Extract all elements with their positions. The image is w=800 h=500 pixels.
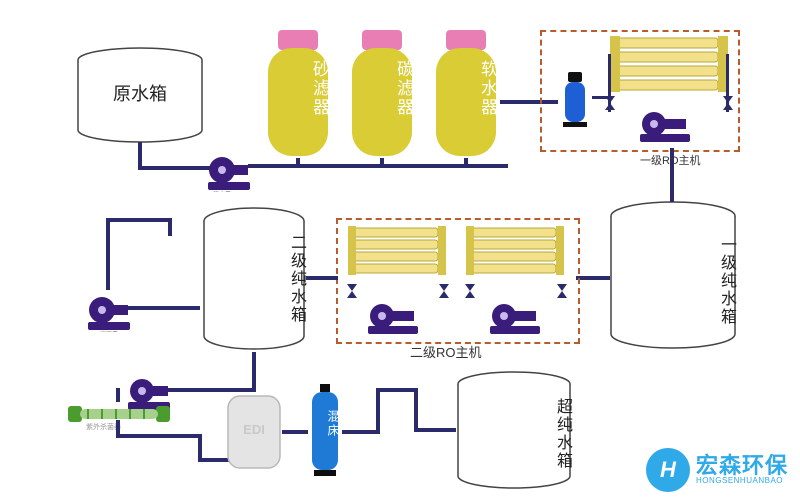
pipe xyxy=(414,388,418,430)
edi-label: EDI xyxy=(226,422,282,437)
pump-icon xyxy=(368,300,418,341)
security-filter xyxy=(560,72,590,133)
pipe xyxy=(376,388,416,392)
ro-stage2-label: 二级RO主机 xyxy=(410,342,482,361)
filter-carbon-label: 碳滤器 xyxy=(348,60,416,117)
pipe xyxy=(166,388,256,392)
svg-text:原水泵: 原水泵 xyxy=(213,190,231,192)
mixed-bed-label: 混床 xyxy=(308,410,342,438)
pipe xyxy=(106,220,110,290)
brand-logo-en: HONGSENHUANBAO xyxy=(696,477,788,485)
pipe xyxy=(106,218,170,222)
tank-ultrapure-label: 超纯水箱 xyxy=(454,398,574,470)
filter-sand-label: 砂滤器 xyxy=(264,60,332,117)
pipe xyxy=(342,430,378,434)
pump-icon: 原水泵 xyxy=(208,148,250,197)
pipe xyxy=(168,218,172,236)
edi-unit: EDI xyxy=(226,394,282,470)
brand-logo-text: 宏森环保 HONGSENHUANBAO xyxy=(696,455,788,485)
pipe xyxy=(198,434,202,460)
pipe xyxy=(306,276,338,280)
pipe xyxy=(414,428,456,432)
tank-stage1-pure-label: 一级纯水箱 xyxy=(608,236,738,326)
ro-stage2-membranes-b xyxy=(466,226,566,287)
pipe xyxy=(138,142,142,168)
pipe xyxy=(282,430,308,434)
valve-icon xyxy=(722,96,734,115)
brand-logo-cn: 宏森环保 xyxy=(696,455,788,477)
brand-logo: H 宏森环保 HONGSENHUANBAO xyxy=(646,448,788,492)
valve-icon xyxy=(464,284,476,303)
valve-icon xyxy=(604,96,616,115)
ro-stage1-membranes xyxy=(610,36,730,109)
svg-text:高压泵: 高压泵 xyxy=(100,330,118,332)
tank-ultrapure: 超纯水箱 xyxy=(454,370,574,490)
tank-stage2-pure: 二级纯水箱 xyxy=(200,206,308,352)
tank-raw-water-label: 原水箱 xyxy=(74,80,206,106)
pipe xyxy=(252,352,256,390)
filter-carbon: 碳滤器 xyxy=(348,30,416,162)
pump-icon: 高压泵 xyxy=(88,288,130,337)
valve-icon xyxy=(346,284,358,303)
pipe xyxy=(376,388,380,434)
filter-soft: 软水器 xyxy=(432,30,500,162)
mixed-bed: 混床 xyxy=(308,384,342,478)
pipe xyxy=(138,166,212,170)
ro-stage2-membranes-a xyxy=(348,226,448,287)
pipe xyxy=(670,148,674,202)
tank-raw-water: 原水箱 xyxy=(74,46,206,144)
filter-sand: 砂滤器 xyxy=(264,30,332,162)
valve-icon xyxy=(556,284,568,303)
filter-soft-label: 软水器 xyxy=(432,60,500,117)
pipe xyxy=(116,434,200,438)
pipe xyxy=(116,388,120,402)
tank-stage1-pure: 一级纯水箱 xyxy=(608,200,738,350)
pipe xyxy=(128,306,200,310)
tank-stage2-pure-label: 二级纯水箱 xyxy=(200,234,308,324)
pipe xyxy=(248,164,508,168)
pipe xyxy=(576,276,610,280)
brand-logo-icon: H xyxy=(646,448,690,492)
valve-icon xyxy=(438,284,450,303)
process-diagram: 原水箱 原水泵 砂滤器 碳滤器 xyxy=(0,0,800,500)
pump-icon xyxy=(640,106,690,149)
pump-icon xyxy=(490,300,540,341)
